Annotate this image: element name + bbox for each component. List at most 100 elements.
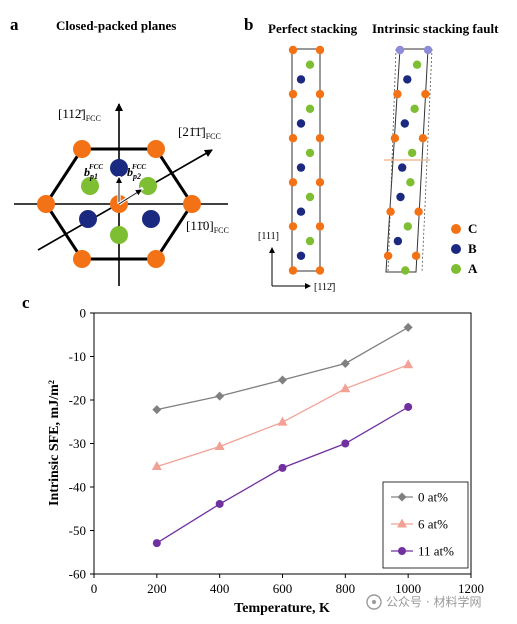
panel-c-letter: c <box>22 293 30 312</box>
series-1 <box>151 359 414 471</box>
x-tick-label: 800 <box>336 581 356 596</box>
legend-label-b: B <box>468 241 477 256</box>
chart-legend-box <box>382 481 469 569</box>
stacking-atom-c <box>423 45 433 55</box>
data-point <box>341 439 350 448</box>
stacking-atom-c <box>383 251 393 260</box>
stacking-atom-c <box>386 207 395 216</box>
fault-dashed-guide <box>421 48 433 273</box>
atom-a <box>110 226 128 244</box>
stacking-atom-c <box>411 251 421 260</box>
bp1-label: bp1FCC <box>84 163 103 181</box>
perfect-stacking-atoms <box>288 45 325 275</box>
stacking-atom-c <box>288 45 298 55</box>
stacking-atom-c <box>315 266 325 275</box>
panel-b-title-fault: Intrinsic stacking fault <box>372 21 499 36</box>
legend-marker <box>397 492 407 502</box>
perfect-stacking-column <box>288 45 325 275</box>
stacking-atom-a <box>305 236 315 246</box>
x-tick-label: 1000 <box>395 581 421 596</box>
x-tick-label: 600 <box>273 581 293 596</box>
stacking-atom-a <box>305 60 315 69</box>
stacking-atom-b <box>398 163 407 172</box>
stacking-atom-a <box>406 178 415 187</box>
panel-a-title: Closed-packed planes <box>56 18 176 33</box>
legend-entry-label: 0 at% <box>418 490 448 505</box>
stacking-atom-c <box>315 45 325 55</box>
watermark-icon-dot <box>372 600 376 604</box>
direction-label-110: [11̄0]FCC <box>186 218 229 235</box>
atom-c <box>73 250 91 268</box>
chart-legend-items: 0 at% 6 at% 11 at% <box>391 490 454 559</box>
atom-b <box>142 210 160 228</box>
chart-legend: 0 at% 6 at% 11 at% <box>382 481 469 569</box>
data-point <box>277 416 288 426</box>
atom-c <box>183 195 201 213</box>
stacking-atom-b <box>296 75 306 84</box>
fault-stacking-column <box>383 45 433 275</box>
stacking-atom-a <box>305 148 315 158</box>
direction-label-211: [21̄1̄]FCC <box>178 124 221 141</box>
stacking-atom-b <box>393 236 403 246</box>
stacking-atom-c <box>393 89 402 99</box>
series-0 <box>152 322 413 415</box>
series-line <box>156 406 409 544</box>
stacking-atom-c <box>288 89 298 99</box>
stacking-atom-a <box>305 192 315 202</box>
panel-b-title-perfect: Perfect stacking <box>268 21 358 36</box>
y-tick-label: -20 <box>69 393 86 408</box>
stacking-atom-a <box>403 222 412 231</box>
stacking-atom-a <box>305 104 315 114</box>
chart-ticks: 0 200 400 600 800 1000 1200 0 -10 -20 -30 -40 -50 -60 <box>69 306 484 597</box>
x-tick-label: 200 <box>147 581 167 596</box>
x-tick-label: 1200 <box>458 581 484 596</box>
data-point <box>151 461 162 471</box>
data-point <box>403 359 414 369</box>
stacking-atom-b <box>396 192 405 202</box>
atom-b <box>79 210 97 228</box>
stacking-atom-c <box>315 178 325 187</box>
stacking-atom-c <box>288 266 298 275</box>
legend-marker <box>398 547 406 555</box>
stacking-atom-b <box>296 251 306 260</box>
fault-stacking-atoms <box>383 45 433 275</box>
burgers-vector-bp2-outline <box>118 189 142 205</box>
y-tick-label: 0 <box>80 306 87 321</box>
stacking-atom-c <box>315 89 325 99</box>
atom-a <box>139 177 157 195</box>
legend-dot-b <box>451 244 461 254</box>
legend-entry-label: 11 at% <box>418 544 454 559</box>
axis-111-label: [111] <box>258 231 279 242</box>
atom-c <box>147 250 165 268</box>
legend-entry-label: 6 at% <box>418 517 448 532</box>
legend-marker <box>397 518 407 528</box>
data-point <box>340 383 351 393</box>
legend-label-c: C <box>468 221 477 236</box>
data-point <box>152 539 161 548</box>
data-point <box>278 375 287 385</box>
data-point <box>404 402 413 411</box>
stacking-atom-a <box>410 104 419 114</box>
data-point <box>215 499 224 508</box>
fault-dashed-guide <box>387 48 397 273</box>
perfect-stacking-frame <box>291 48 321 272</box>
stacking-atom-b <box>296 207 306 216</box>
y-tick-label: -30 <box>69 436 86 451</box>
axis-112-label: [112̄] <box>314 282 335 293</box>
atom-a <box>81 177 99 195</box>
stacking-atom-b <box>296 163 306 172</box>
stacking-atom-c <box>395 45 405 55</box>
series-line <box>156 326 409 411</box>
data-point <box>152 405 162 415</box>
series-2 <box>152 402 413 548</box>
c-site-atoms <box>37 140 201 268</box>
y-tick-label: -10 <box>69 349 86 364</box>
legend-label-a: A <box>468 261 478 276</box>
panel-a: a Closed-packed planes <box>10 15 229 286</box>
stacking-atom-c <box>421 89 430 99</box>
panel-c: c 0 200 400 600 800 1000 1200 0 -10 -20 -30 -40 -50 -… <box>22 293 484 616</box>
panel-a-letter: a <box>10 15 19 34</box>
panel-b-letter: b <box>244 15 253 34</box>
chart-series <box>151 322 414 548</box>
